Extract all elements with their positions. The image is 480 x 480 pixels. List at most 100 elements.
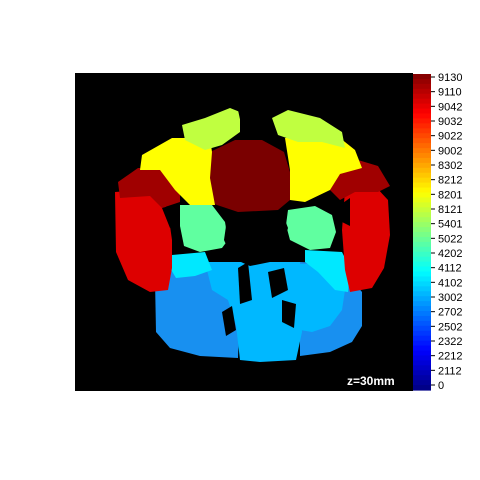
notch-top: [238, 106, 270, 138]
colorbar-label: 9022: [438, 131, 462, 143]
colorbar-swatch: [413, 93, 431, 100]
colorbar-label: 4112: [438, 263, 462, 275]
region-4202-right: [286, 206, 336, 250]
colorbar-swatch: [413, 380, 431, 386]
colorbar-label: 4102: [438, 277, 462, 289]
colorbar-label: 2212: [438, 351, 462, 363]
colorbar-swatch: [413, 167, 431, 174]
region-9042-left: [115, 190, 172, 292]
colorbar-swatch: [413, 162, 431, 169]
colorbar-swatch: [413, 330, 431, 337]
colorbar-swatch: [413, 217, 431, 223]
region-9042-right: [342, 186, 390, 292]
colorbar-swatch: [413, 172, 431, 179]
colorbar-swatch: [413, 212, 431, 218]
colorbar-swatch: [413, 133, 431, 139]
hole-left-small: [162, 205, 178, 228]
colorbar-swatch: [413, 301, 431, 307]
colorbar-swatch: [413, 370, 431, 376]
colorbar-label: 2322: [438, 336, 462, 348]
colorbar-swatch: [413, 187, 431, 194]
colorbar-label: 3002: [438, 292, 462, 304]
colorbar-label: 9032: [438, 116, 462, 128]
colorbar-swatch: [413, 340, 431, 347]
colorbar-label: 5401: [438, 219, 462, 231]
colorbar-swatch: [413, 246, 431, 253]
colorbar-swatch: [413, 128, 431, 134]
colorbar-swatch: [413, 222, 431, 228]
colorbar-swatch: [413, 192, 431, 199]
region-9130-left-top: [118, 168, 180, 208]
colorbar-swatch: [413, 266, 431, 273]
colorbar-swatch: [413, 74, 431, 80]
colorbar-swatch: [413, 118, 431, 124]
colorbar-swatch: [413, 83, 431, 90]
colorbar-swatch: [413, 143, 431, 149]
brain-map: [115, 106, 390, 362]
colorbar-swatch: [413, 320, 431, 327]
colorbar-swatch: [413, 88, 431, 95]
colorbar-label: 0: [438, 380, 444, 392]
colorbar-swatch: [413, 365, 431, 371]
colorbar-label: 8302: [438, 160, 462, 172]
colorbar-swatch: [413, 271, 431, 278]
colorbar-swatch: [413, 350, 431, 357]
colorbar-label: 2702: [438, 307, 462, 319]
region-5401-right: [272, 110, 345, 148]
colorbar-swatch: [413, 276, 431, 282]
colorbar-swatch: [413, 296, 431, 302]
slice-z-label: z=30mm: [347, 374, 395, 388]
colorbar-swatch: [413, 256, 431, 263]
colorbar-swatch: [413, 197, 431, 203]
colorbar-swatch: [413, 138, 431, 144]
colorbar-label: 9130: [438, 72, 462, 84]
hole-brainstem-right: [268, 268, 288, 298]
region-8201-left: [140, 138, 215, 205]
colorbar-swatch: [413, 345, 431, 352]
colorbar-label: 2112: [438, 365, 462, 377]
colorbar-swatch: [413, 227, 431, 233]
region-4202-left: [180, 205, 228, 252]
colorbar-label: 4202: [438, 248, 462, 260]
colorbar-label: 9110: [438, 87, 462, 99]
colorbar-label: 8212: [438, 175, 462, 187]
colorbar-swatch: [413, 113, 431, 120]
colorbar-swatch: [413, 232, 431, 238]
colorbar-label: 8121: [438, 204, 462, 216]
colorbar: [413, 74, 431, 391]
colorbar-swatch: [413, 306, 431, 312]
colorbar-swatch: [413, 315, 431, 322]
hole-right-small: [340, 198, 350, 226]
colorbar-swatch: [413, 157, 431, 164]
hole-lower-right: [282, 300, 296, 328]
colorbar-swatch: [413, 251, 431, 258]
colorbar-label: 2502: [438, 321, 462, 333]
colorbar-swatch: [413, 335, 431, 342]
colorbar-swatch: [413, 207, 431, 213]
colorbar-swatch: [413, 375, 431, 381]
region-9130-center: [208, 140, 290, 212]
colorbar-swatch: [413, 261, 431, 268]
colorbar-label: 9002: [438, 145, 462, 157]
colorbar-swatch: [413, 385, 431, 391]
colorbar-swatch: [413, 202, 431, 208]
colorbar-swatch: [413, 325, 431, 332]
colorbar-labels: 9130 9110 9042 9032 9022 9002 8302 8212 8201 8121…: [431, 72, 462, 392]
colorbar-swatch: [413, 281, 431, 287]
colorbar-swatch: [413, 286, 431, 292]
colorbar-swatch: [413, 291, 431, 297]
region-4102-left: [170, 252, 212, 278]
ventricle-center: [224, 212, 288, 266]
colorbar-swatch: [413, 311, 431, 317]
colorbar-label: 9042: [438, 101, 462, 113]
region-5401-left: [182, 108, 240, 150]
hole-lower-left: [222, 306, 236, 336]
colorbar-swatch: [413, 153, 431, 159]
colorbar-swatch: [413, 123, 431, 129]
colorbar-label: 8201: [438, 189, 462, 201]
colorbar-swatch: [413, 98, 431, 105]
colorbar-swatch: [413, 177, 431, 184]
hole-brainstem: [238, 262, 252, 304]
colorbar-swatch: [413, 360, 431, 366]
